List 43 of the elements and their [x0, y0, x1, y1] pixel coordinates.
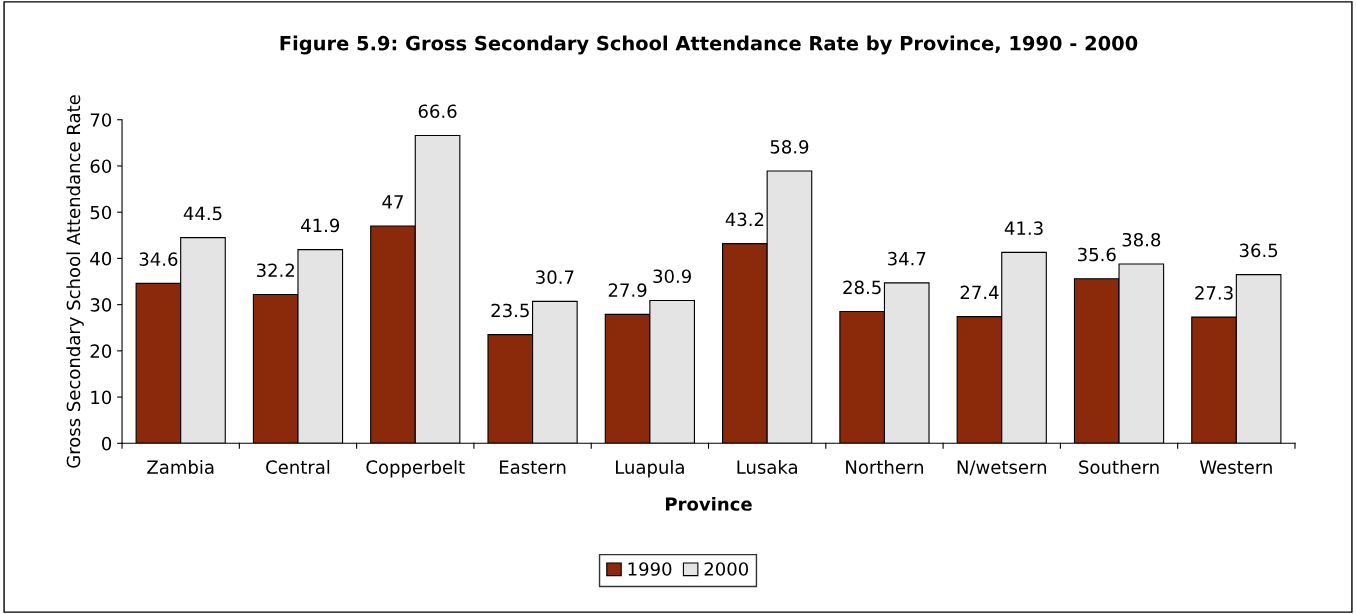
data-label: 27.3: [1195, 286, 1233, 300]
y-tick-label: 30: [90, 298, 112, 312]
x-tick-label: Western: [1199, 460, 1272, 474]
data-label: 35.6: [1078, 247, 1116, 262]
y-tick-label: 50: [90, 205, 112, 220]
y-tick-label: 60: [90, 159, 112, 174]
data-label: 38.8: [1122, 232, 1161, 247]
chart-title: Figure 5.9: Gross Secondary School Attendance Rate by Province, 1990 - 2000: [280, 35, 1138, 55]
x-axis-title: Province: [666, 496, 752, 511]
data-label: 27.4: [960, 285, 999, 300]
x-tick-label: Northern: [846, 459, 923, 474]
data-label: 41.3: [1004, 221, 1043, 236]
data-label: 47: [382, 195, 403, 209]
data-label: 41.9: [301, 218, 340, 233]
y-axis-title: Gross Secondary School Attendance Rate: [66, 95, 84, 468]
data-label: 36.5: [1239, 243, 1278, 258]
x-tick-label: Luapula: [616, 459, 684, 478]
data-label: 43.2: [725, 212, 764, 227]
x-tick-label: Lusaka: [737, 459, 797, 474]
x-tick-label: Zambia: [147, 459, 214, 474]
data-label: 66.6: [418, 104, 457, 119]
legend-label: 2000: [704, 562, 749, 576]
y-tick-label: 0: [102, 436, 112, 451]
x-tick-label: Copperbelt: [366, 459, 465, 478]
data-label: 58.9: [770, 140, 809, 154]
y-tick-label: 20: [90, 344, 112, 358]
x-tick-label: Eastern: [500, 460, 566, 474]
x-tick-label: Central: [266, 459, 330, 474]
data-label: 32.2: [256, 263, 294, 278]
data-label: 28.5: [843, 280, 881, 295]
y-tick-label: 70: [90, 113, 112, 127]
x-tick-label: Southern: [1079, 459, 1159, 474]
data-label: 30.9: [653, 269, 691, 284]
data-label: 27.9: [608, 283, 647, 297]
y-tick-label: 10: [91, 390, 112, 405]
data-label: 34.7: [888, 251, 926, 266]
y-tick-label: 40: [90, 251, 112, 266]
data-label: 23.5: [491, 303, 529, 318]
x-tick-label: N/wetsern: [957, 460, 1047, 476]
legend-label: 1990: [628, 562, 672, 576]
data-label: 34.6: [139, 252, 178, 266]
data-label: 30.7: [536, 270, 574, 285]
data-label: 44.5: [183, 206, 222, 221]
